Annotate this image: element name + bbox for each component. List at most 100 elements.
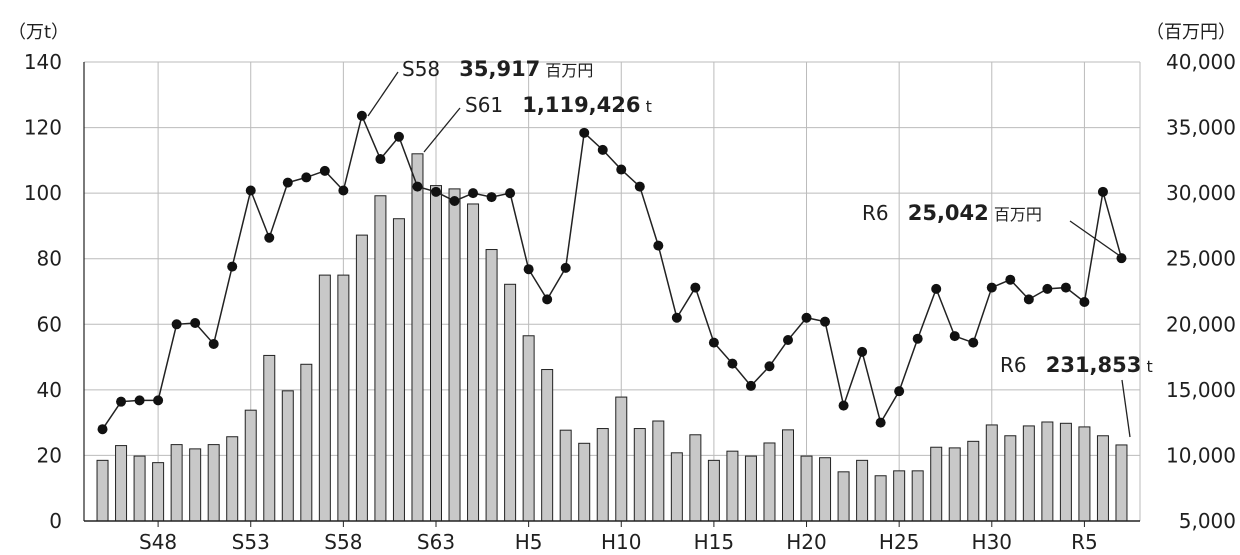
value-point bbox=[949, 331, 960, 342]
volume-bar bbox=[819, 457, 832, 522]
volume-bar bbox=[1041, 421, 1054, 522]
annotation-r6-value-number: 25,042 bbox=[908, 201, 989, 225]
x-tick-label: H25 bbox=[879, 530, 920, 554]
value-point bbox=[727, 358, 738, 369]
volume-bar bbox=[837, 471, 850, 522]
left-axis-unit: （万t） bbox=[8, 22, 69, 43]
volume-bar bbox=[578, 442, 591, 522]
annotation-s61-unit: t bbox=[646, 97, 652, 116]
x-tick-label: S58 bbox=[324, 530, 362, 554]
svg-text:S61 1,119,426 t: S61 1,119,426 t bbox=[465, 93, 652, 117]
x-tick-label: H5 bbox=[515, 530, 543, 554]
svg-text:R6 231,853 t: R6 231,853 t bbox=[1000, 353, 1153, 377]
x-tick-label: S53 bbox=[232, 530, 270, 554]
left-tick-label: 80 bbox=[37, 247, 62, 271]
volume-bar bbox=[522, 335, 535, 522]
volume-bar bbox=[355, 234, 368, 522]
value-point bbox=[1042, 283, 1053, 294]
annotation-r6-volume: R6 231,853 t bbox=[1000, 353, 1153, 438]
left-axis-ticks: 0 20 40 60 80 100 120 140 bbox=[24, 50, 62, 533]
volume-bar bbox=[1078, 426, 1091, 522]
value-point bbox=[857, 346, 868, 357]
value-point bbox=[912, 333, 923, 344]
svg-text:R6 25,042 百万円: R6 25,042 百万円 bbox=[862, 201, 1042, 225]
value-point bbox=[560, 262, 571, 273]
left-tick-label: 100 bbox=[24, 181, 62, 205]
value-point bbox=[1023, 294, 1034, 305]
value-point bbox=[227, 261, 238, 272]
volume-bar bbox=[967, 440, 980, 522]
axes bbox=[83, 61, 1141, 527]
svg-text:S58 35,917 百万円: S58 35,917 百万円 bbox=[402, 57, 593, 81]
annotation-s58: S58 35,917 百万円 bbox=[367, 57, 593, 117]
value-point bbox=[431, 186, 441, 197]
annotation-s61: S61 1,119,426 t bbox=[423, 93, 652, 153]
volume-bar bbox=[707, 459, 720, 522]
left-tick-label: 140 bbox=[24, 50, 62, 74]
right-tick-label: 35,000 bbox=[1166, 116, 1236, 140]
right-tick-label: 15,000 bbox=[1166, 378, 1236, 402]
volume-bar bbox=[152, 462, 165, 522]
volume-bar bbox=[226, 436, 239, 522]
volume-bar bbox=[1096, 435, 1109, 522]
volume-bar bbox=[782, 429, 794, 522]
value-point bbox=[449, 196, 460, 207]
value-point bbox=[505, 188, 516, 199]
volume-bar bbox=[448, 188, 461, 522]
value-point bbox=[986, 282, 997, 293]
x-tick-label: S48 bbox=[139, 530, 177, 554]
left-tick-label: 20 bbox=[37, 443, 62, 467]
value-point bbox=[616, 164, 627, 175]
volume-bar bbox=[96, 459, 109, 522]
value-point bbox=[894, 386, 905, 397]
value-point bbox=[671, 312, 682, 323]
value-point bbox=[116, 396, 127, 407]
volume-bar bbox=[874, 475, 887, 522]
value-point bbox=[393, 131, 404, 142]
volume-bar bbox=[115, 445, 128, 522]
value-point bbox=[356, 110, 367, 121]
value-point bbox=[1005, 274, 1016, 285]
volume-bar bbox=[1115, 444, 1128, 522]
annotation-s61-value: 1,119,426 bbox=[522, 93, 640, 117]
volume-bar bbox=[189, 448, 202, 522]
value-point bbox=[319, 165, 330, 176]
value-point bbox=[190, 317, 201, 328]
volume-bar bbox=[596, 428, 609, 522]
volume-bar bbox=[541, 369, 554, 522]
volume-bar bbox=[633, 428, 646, 522]
value-line-path bbox=[101, 113, 1123, 430]
value-point bbox=[708, 337, 719, 348]
annotation-s58-era: S58 bbox=[402, 57, 440, 81]
value-line bbox=[97, 110, 1127, 435]
value-point bbox=[245, 185, 256, 196]
volume-bar bbox=[800, 455, 813, 522]
value-point bbox=[875, 417, 886, 428]
annotation-r6-volume-unit: t bbox=[1146, 357, 1152, 376]
volume-bar bbox=[170, 444, 183, 522]
volume-bar bbox=[948, 447, 961, 522]
volume-bar bbox=[263, 354, 276, 522]
left-tick-label: 60 bbox=[37, 312, 62, 336]
volume-bar bbox=[1059, 422, 1072, 522]
right-tick-label: 40,000 bbox=[1166, 50, 1236, 74]
volume-bar bbox=[430, 185, 442, 522]
annotation-s58-unit: 百万円 bbox=[545, 61, 593, 80]
value-point bbox=[597, 144, 608, 155]
value-point bbox=[783, 335, 793, 346]
volume-bar bbox=[763, 442, 776, 522]
volume-bar bbox=[1022, 425, 1035, 522]
value-point bbox=[301, 172, 312, 183]
value-point bbox=[1097, 186, 1108, 197]
value-point bbox=[931, 283, 942, 294]
volume-bar bbox=[337, 274, 350, 522]
value-point bbox=[375, 154, 386, 165]
x-tick-label: H10 bbox=[601, 530, 642, 554]
value-point bbox=[208, 338, 219, 349]
value-point bbox=[838, 400, 849, 411]
volume-bar bbox=[244, 409, 257, 522]
volume-bar bbox=[467, 203, 480, 522]
volume-bar bbox=[856, 459, 869, 522]
value-point bbox=[820, 316, 831, 327]
annotation-r6-volume-era: R6 bbox=[1000, 353, 1027, 377]
